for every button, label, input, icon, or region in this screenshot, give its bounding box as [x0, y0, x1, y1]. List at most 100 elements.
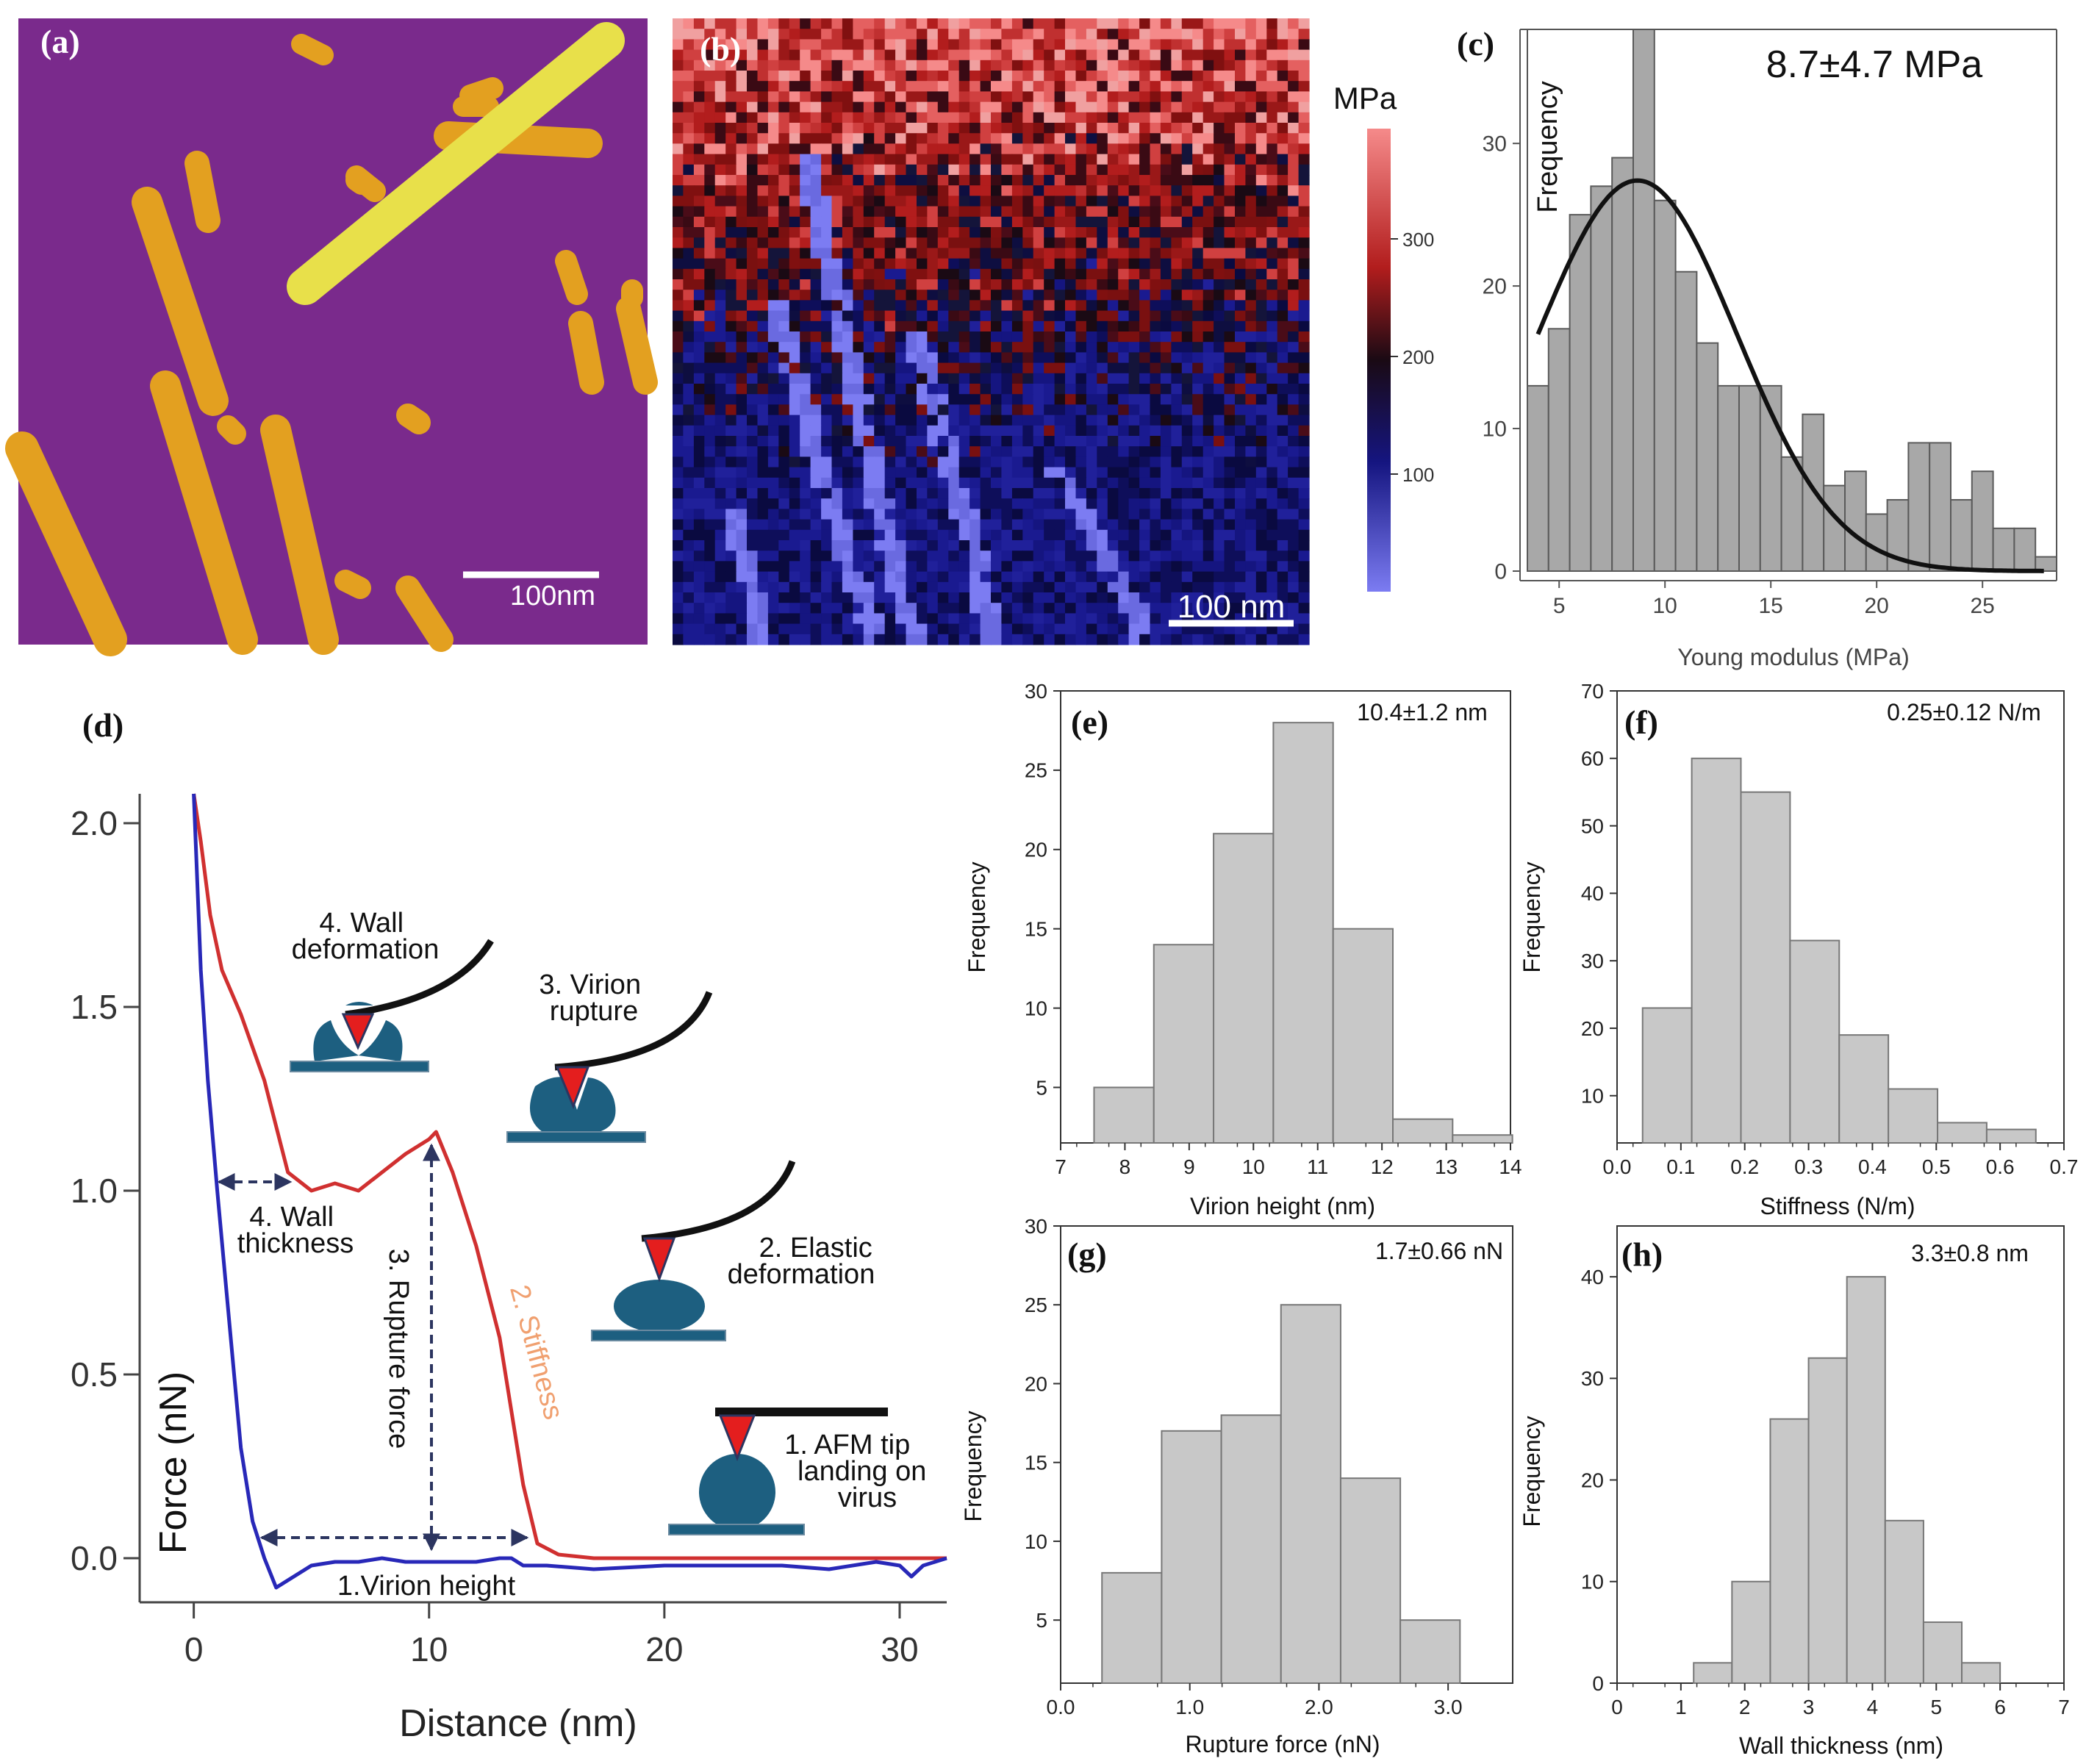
- heatmap-cell: [980, 175, 992, 186]
- heatmap-cell: [673, 446, 684, 457]
- heatmap-cell: [800, 404, 811, 416]
- heatmap-cell: [863, 509, 875, 520]
- heatmap-cell: [1086, 404, 1097, 416]
- heatmap-cell: [853, 415, 864, 426]
- heatmap-cell: [842, 112, 853, 123]
- heatmap-cell: [683, 613, 695, 625]
- heatmap-cell: [747, 60, 758, 71]
- heatmap-cell: [1065, 342, 1076, 353]
- heatmap-cell: [673, 623, 684, 635]
- heatmap-cell: [895, 477, 907, 489]
- heatmap-cell: [757, 540, 769, 551]
- heatmap-cell: [1203, 237, 1214, 248]
- heatmap-cell: [980, 571, 992, 583]
- heatmap-cell: [747, 384, 758, 395]
- heatmap-cell: [1235, 279, 1246, 290]
- heatmap-cell: [1192, 592, 1204, 603]
- heatmap-cell: [1171, 529, 1183, 541]
- heatmap-cell: [884, 342, 896, 353]
- heatmap-cell: [927, 268, 939, 280]
- heatmap-cell: [948, 268, 960, 280]
- heatmap-cell: [673, 123, 684, 134]
- heatmap-cell: [1139, 175, 1151, 186]
- heatmap-cell: [853, 237, 864, 248]
- heatmap-cell: [1214, 519, 1225, 531]
- heatmap-cell: [714, 196, 726, 207]
- heatmap-cell: [927, 331, 939, 343]
- heatmap-cell: [1054, 60, 1066, 71]
- heatmap-cell: [778, 404, 790, 416]
- heatmap-cell: [683, 373, 695, 384]
- heatmap-cell: [937, 164, 949, 176]
- heatmap-cell: [736, 248, 748, 259]
- heatmap-cell: [1065, 613, 1076, 625]
- heatmap-cell: [927, 248, 939, 259]
- heatmap-cell: [736, 613, 748, 625]
- heatmap-cell: [1011, 561, 1023, 573]
- heatmap-cell: [831, 216, 843, 228]
- heatmap-cell: [693, 206, 705, 218]
- heatmap-cell: [1022, 60, 1034, 71]
- histogram-bar: [1569, 214, 1592, 572]
- heatmap-cell: [800, 91, 811, 103]
- heatmap-cell: [704, 320, 716, 332]
- heatmap-cell: [863, 290, 875, 301]
- heatmap-cell: [810, 175, 822, 186]
- heatmap-cell: [1245, 436, 1257, 447]
- heatmap-cell: [1192, 446, 1204, 457]
- heatmap-cell: [853, 331, 864, 343]
- heatmap-cell: [1235, 91, 1246, 103]
- heatmap-cell: [1255, 551, 1267, 562]
- heatmap-cell: [917, 49, 928, 61]
- heatmap-cell: [789, 71, 800, 82]
- y-tick-label: 10: [1581, 1571, 1604, 1593]
- heatmap-cell: [673, 342, 684, 353]
- heatmap-cell: [991, 300, 1002, 312]
- heatmap-cell: [1224, 248, 1236, 259]
- schematic-tip-landing: 1. AFM tip landing on virus: [668, 1408, 926, 1535]
- heatmap-cell: [1266, 143, 1278, 155]
- x-tick-label: 11: [1307, 1155, 1328, 1178]
- heatmap-cell: [1255, 29, 1267, 40]
- heatmap-cell: [863, 143, 875, 155]
- heatmap-cell: [1235, 71, 1246, 82]
- heatmap-cell: [863, 206, 875, 218]
- heatmap-cell: [969, 268, 981, 280]
- heatmap-cell: [1011, 143, 1023, 155]
- heatmap-cell: [1033, 227, 1044, 238]
- heatmap-cell: [853, 320, 864, 332]
- heatmap-cell: [725, 133, 737, 144]
- heatmap-cell: [1255, 216, 1267, 228]
- heatmap-cell: [1022, 436, 1034, 447]
- heatmap-cell: [1277, 488, 1288, 499]
- heatmap-cell: [1118, 101, 1130, 113]
- heatmap-cell: [1255, 561, 1267, 573]
- heatmap-cell: [1022, 456, 1034, 468]
- heatmap-cell: [1277, 320, 1288, 332]
- heatmap-cell: [747, 237, 758, 248]
- heatmap-cell: [927, 592, 939, 603]
- heatmap-cell: [1001, 18, 1013, 29]
- heatmap-cell: [747, 623, 758, 635]
- heatmap-cell: [1266, 529, 1278, 541]
- heatmap-cell: [725, 175, 737, 186]
- heatmap-cell: [757, 71, 769, 82]
- heatmap-cell: [693, 216, 705, 228]
- heatmap-cell: [842, 404, 853, 416]
- heatmap-cell: [1214, 551, 1225, 562]
- heatmap-cell: [1160, 300, 1172, 312]
- heatmap-cell: [1277, 581, 1288, 593]
- heatmap-cell: [767, 519, 779, 531]
- heatmap-cell: [991, 415, 1002, 426]
- heatmap-cell: [1075, 71, 1087, 82]
- heatmap-cell: [704, 603, 716, 614]
- heatmap-cell: [1001, 310, 1013, 322]
- heatmap-cell: [1065, 571, 1076, 583]
- heatmap-cell: [1044, 509, 1055, 520]
- heatmap-cell: [1214, 91, 1225, 103]
- heatmap-cell: [810, 551, 822, 562]
- heatmap-cell: [1181, 320, 1193, 332]
- heatmap-cell: [747, 561, 758, 573]
- heatmap-cell: [1224, 258, 1236, 270]
- heatmap-cell: [1075, 258, 1087, 270]
